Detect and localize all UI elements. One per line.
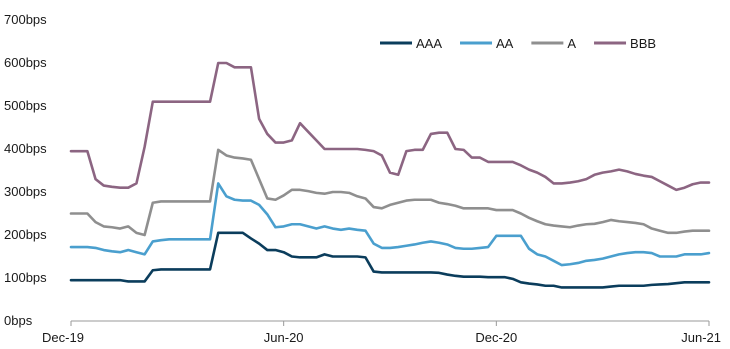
legend-label-bbb: BBB [630, 36, 656, 51]
y-tick-label: 700bps [4, 12, 47, 27]
y-tick-label: 300bps [4, 184, 47, 199]
y-tick-label: 0bps [4, 313, 33, 328]
y-tick-label: 500bps [4, 98, 47, 113]
series-line-bbb [69, 61, 711, 192]
series-line-a [69, 148, 711, 237]
x-tick-label: Jun-20 [264, 330, 304, 345]
legend-label-a: A [567, 36, 576, 51]
y-tick-label: 400bps [4, 141, 47, 156]
legend: AAA AA A BBB [380, 36, 656, 51]
legend-label-aaa: AAA [416, 36, 442, 51]
series-line-aa [69, 182, 711, 267]
x-axis: Dec-19 Jun-20 Dec-20 Jun-21 [42, 320, 721, 345]
y-tick-label: 100bps [4, 270, 47, 285]
y-axis: 0bps 100bps 200bps 300bps 400bps 500bps 600bps… [4, 12, 47, 328]
y-tick-label: 200bps [4, 227, 47, 242]
x-tick-label: Dec-19 [42, 330, 84, 345]
x-tick-label: Jun-21 [681, 330, 721, 345]
series-layer [69, 61, 711, 289]
y-tick-label: 600bps [4, 55, 47, 70]
x-tick-label: Dec-20 [475, 330, 517, 345]
legend-label-aa: AA [496, 36, 514, 51]
series-line-aaa [69, 231, 711, 289]
